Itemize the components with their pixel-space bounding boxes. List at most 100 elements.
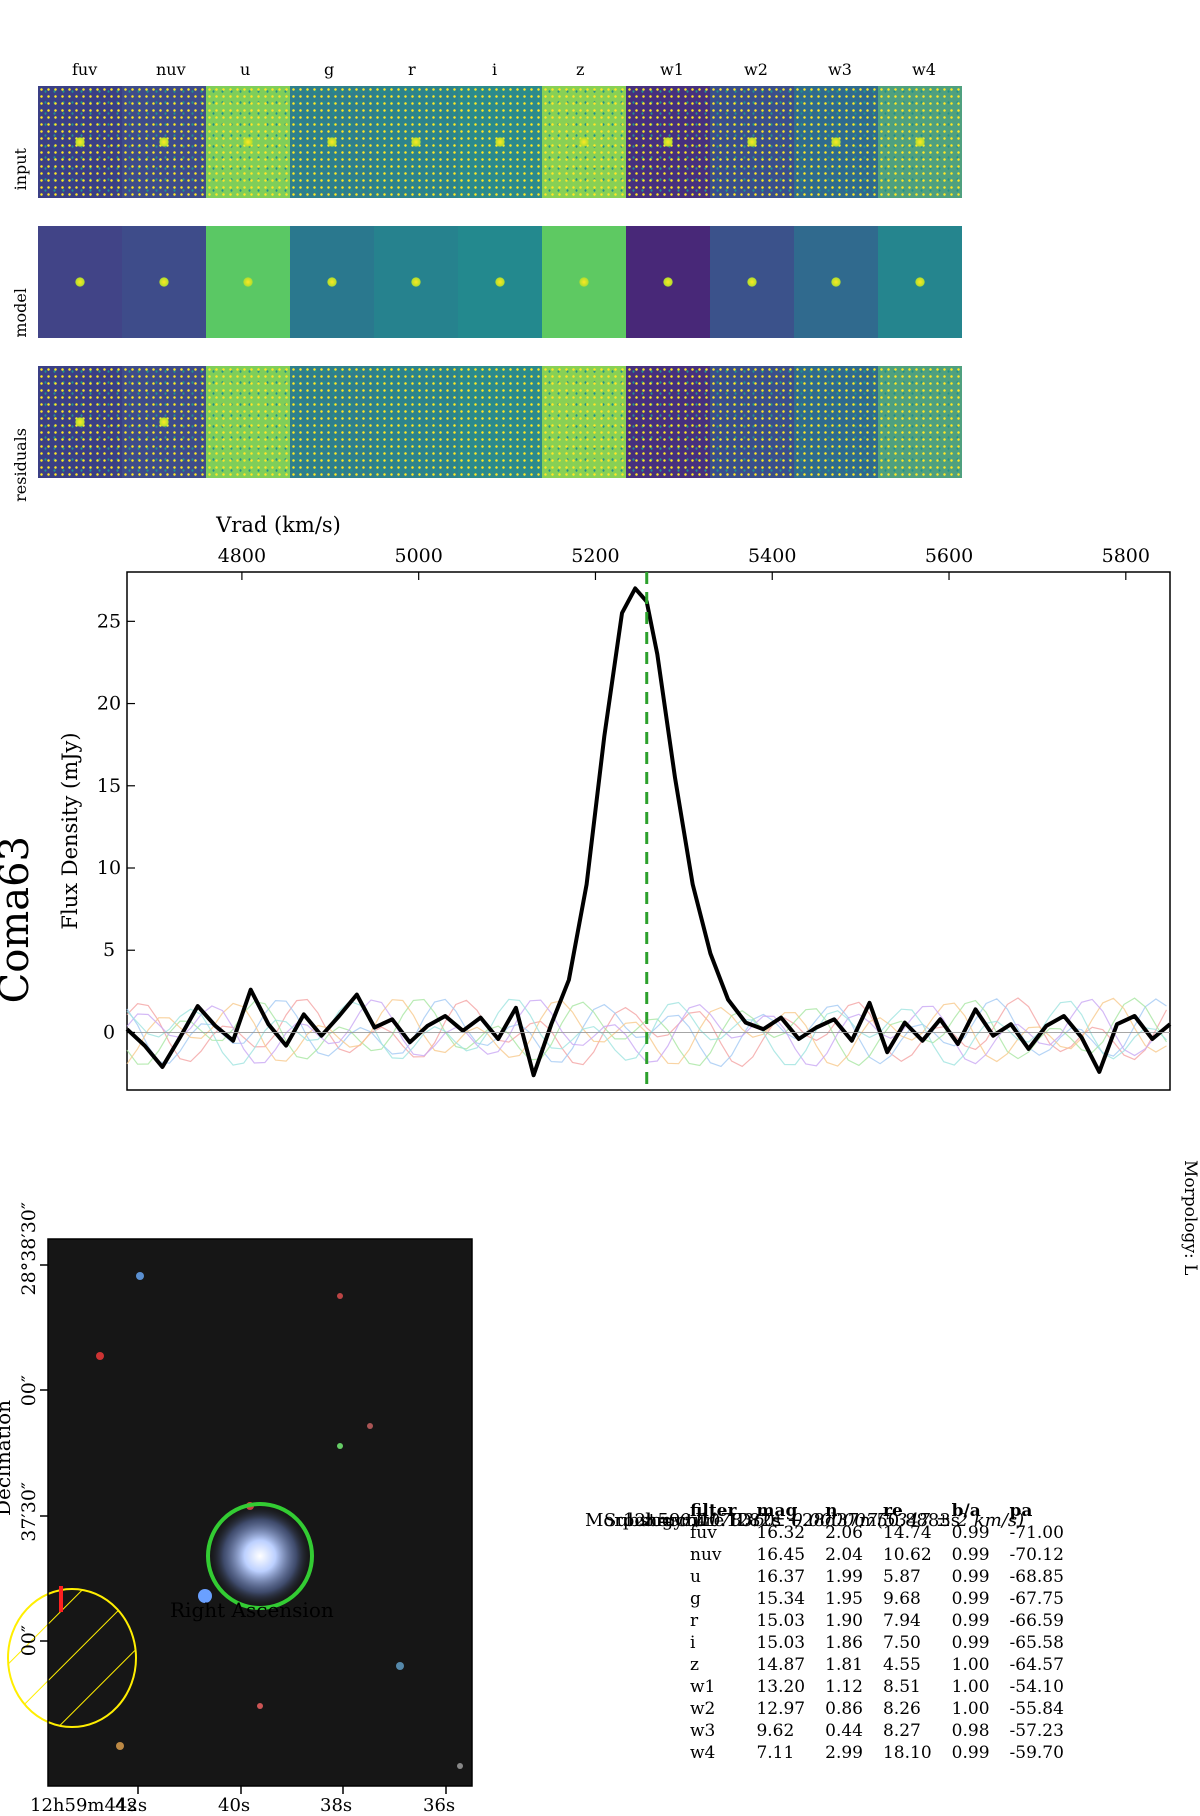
table-row: i 15.03 1.86 7.50 0.99 -65.58 bbox=[680, 1632, 1074, 1654]
table-cell: 1.95 bbox=[825, 1589, 863, 1609]
table-row: w1 13.20 1.12 8.51 1.00 -54.10 bbox=[680, 1676, 1074, 1698]
table-cell: 7.11 bbox=[756, 1743, 795, 1763]
flux-tick-label: 5 bbox=[103, 939, 115, 961]
table-row: u 16.37 1.99 5.87 0.99 -68.85 bbox=[680, 1566, 1074, 1588]
table-cell: 7.94 bbox=[882, 1611, 921, 1631]
flux-axis-label: Flux Density (mJy) bbox=[58, 732, 82, 929]
table-cell: 0.99 bbox=[951, 1743, 990, 1763]
velocity-tick-label: 4800 bbox=[218, 545, 266, 567]
table-cell: 0.99 bbox=[951, 1545, 990, 1565]
table-cell: 7.50 bbox=[882, 1633, 921, 1653]
flux-tick-label: 20 bbox=[97, 693, 121, 715]
beam-ellipse bbox=[7, 1588, 137, 1728]
table-cell: 2.04 bbox=[825, 1545, 863, 1565]
table-cell: 15.03 bbox=[756, 1611, 806, 1631]
table-cell: 0.44 bbox=[825, 1721, 863, 1741]
table-cell: 1.00 bbox=[951, 1655, 990, 1675]
table-cell: 2.06 bbox=[825, 1523, 863, 1543]
table-cell: 16.37 bbox=[756, 1567, 806, 1587]
table-cell: 5.87 bbox=[882, 1567, 921, 1587]
aperture-circle bbox=[206, 1502, 314, 1610]
table-cell: 1.90 bbox=[825, 1611, 863, 1631]
table-cell: -59.70 bbox=[1009, 1743, 1064, 1763]
beam-marker bbox=[59, 1586, 63, 1612]
table-cell: 8.51 bbox=[882, 1677, 921, 1697]
table-cell: 1.00 bbox=[951, 1677, 990, 1697]
table-cell: i bbox=[690, 1633, 696, 1653]
ra-tick-5: 36s bbox=[423, 1795, 456, 1816]
table-row: g 15.34 1.95 9.68 0.99 -67.75 bbox=[680, 1588, 1074, 1610]
table-header-row: filter mag n re b/a pa bbox=[680, 1500, 1074, 1522]
table-cell: 8.26 bbox=[882, 1699, 921, 1719]
dec-axis-label: Declination bbox=[0, 1400, 15, 1517]
table-cell: 1.00 bbox=[951, 1699, 990, 1719]
info-block: Morpology: L bbox=[0, 1160, 1200, 1360]
field-stars bbox=[96, 1272, 463, 1769]
flux-tick-label: 25 bbox=[97, 610, 121, 632]
table-cell: w2 bbox=[690, 1699, 716, 1719]
noise-trace bbox=[126, 997, 1168, 1068]
table-cell: -71.00 bbox=[1009, 1523, 1064, 1543]
sky-image-panel bbox=[0, 1146, 1200, 1799]
ra-axis-label: Right Ascension bbox=[170, 1598, 334, 1622]
ra-tick-2: 42s bbox=[115, 1795, 148, 1816]
table-cell: -54.10 bbox=[1009, 1677, 1064, 1697]
table-header-re: re bbox=[882, 1501, 903, 1521]
velocity-axis-label: Vrad (km/s) bbox=[215, 513, 341, 537]
table-cell: 0.99 bbox=[951, 1611, 990, 1631]
table-cell: 16.32 bbox=[756, 1523, 806, 1543]
table-cell: 0.99 bbox=[951, 1523, 990, 1543]
parameter-table-wrap: filter mag n re b/a pa fuv 16.32 2.06 14.74 0.99-… bbox=[680, 1500, 1074, 1764]
table-cell: 18.10 bbox=[882, 1743, 932, 1763]
table-cell: z bbox=[690, 1655, 699, 1675]
table-cell: fuv bbox=[690, 1523, 717, 1543]
velocity-tick-label: 5800 bbox=[1102, 545, 1150, 567]
spectrum-line bbox=[125, 586, 1172, 1078]
table-cell: w4 bbox=[690, 1743, 716, 1763]
table-cell: 13.20 bbox=[756, 1677, 806, 1697]
flux-tick-label: 10 bbox=[97, 857, 121, 879]
dec-tick-2: 00″ bbox=[18, 1375, 40, 1407]
table-row: r 15.03 1.90 7.94 0.99 -66.59 bbox=[680, 1610, 1074, 1632]
table-header-n: n bbox=[825, 1501, 838, 1521]
table-cell: -57.23 bbox=[1009, 1721, 1064, 1741]
table-cell: 15.34 bbox=[756, 1589, 806, 1609]
table-cell: 14.74 bbox=[882, 1523, 932, 1543]
table-cell: -67.75 bbox=[1009, 1589, 1064, 1609]
velocity-tick-label: 5000 bbox=[395, 545, 443, 567]
table-cell: 0.99 bbox=[951, 1589, 990, 1609]
sky-image-frame bbox=[47, 1238, 473, 1787]
spectrum-panel: 4800 5000 5200 5400 5600 5800 0 5 10 15 20 25 Vrad (… bbox=[58, 513, 1172, 1091]
table-cell: nuv bbox=[690, 1545, 722, 1565]
table-cell: r bbox=[690, 1611, 699, 1631]
table-cell: w3 bbox=[690, 1721, 716, 1741]
table-cell: w1 bbox=[690, 1677, 716, 1697]
info-morphology: Morpology: L bbox=[1180, 1160, 1200, 1276]
table-cell: 1.86 bbox=[825, 1633, 863, 1653]
sky-image-svg bbox=[7, 1238, 473, 1794]
table-cell: 0.86 bbox=[825, 1699, 863, 1719]
dec-tick-3: 37′30″ bbox=[18, 1482, 40, 1542]
table-header-filter: filter bbox=[690, 1501, 737, 1521]
table-header-ba: b/a bbox=[951, 1501, 981, 1521]
velocity-tick-label: 5600 bbox=[925, 545, 973, 567]
velocity-tick-label: 5400 bbox=[748, 545, 796, 567]
table-cell: 14.87 bbox=[756, 1655, 806, 1675]
ra-tick-3: 40s bbox=[218, 1795, 251, 1816]
table-cell: 9.62 bbox=[756, 1721, 795, 1741]
table-cell: u bbox=[690, 1567, 701, 1587]
table-cell: 10.62 bbox=[882, 1545, 932, 1565]
spectrum-frame bbox=[126, 571, 1171, 1091]
table-row: nuv 16.45 2.04 10.62 0.99 -70.12 bbox=[680, 1544, 1074, 1566]
table-cell: -70.12 bbox=[1009, 1545, 1064, 1565]
table-cell: 8.27 bbox=[882, 1721, 921, 1741]
table-cell: 0.99 bbox=[951, 1567, 990, 1587]
flux-tick-label: 0 bbox=[103, 1021, 115, 1043]
parameter-table: filter mag n re b/a pa fuv 16.32 2.06 14.74 0.99-… bbox=[680, 1500, 1074, 1764]
table-cell: 4.55 bbox=[882, 1655, 921, 1675]
dec-tick-4: 00″ bbox=[18, 1625, 40, 1657]
table-row: w4 7.11 2.99 18.10 0.99 -59.70 bbox=[680, 1742, 1074, 1764]
table-cell: 0.99 bbox=[951, 1633, 990, 1653]
